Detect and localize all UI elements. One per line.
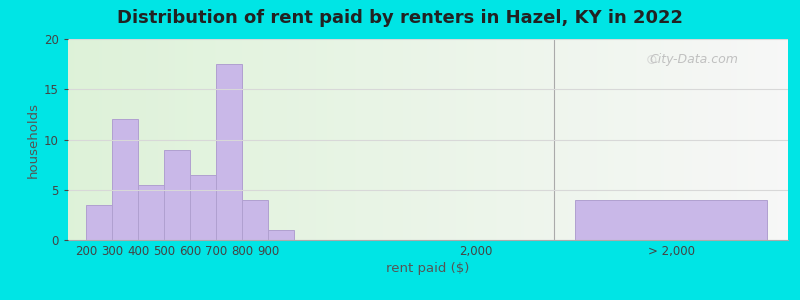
Text: City-Data.com: City-Data.com [650, 53, 739, 66]
Bar [190, 175, 216, 240]
Text: ⊙: ⊙ [646, 53, 657, 67]
Bar [164, 150, 190, 240]
X-axis label: rent paid ($): rent paid ($) [386, 262, 470, 275]
Bar [216, 64, 242, 240]
Bar [86, 205, 112, 240]
Bar [268, 230, 294, 240]
Bar [575, 200, 767, 240]
Text: Distribution of rent paid by renters in Hazel, KY in 2022: Distribution of rent paid by renters in … [117, 9, 683, 27]
Bar [242, 200, 268, 240]
Y-axis label: households: households [27, 101, 40, 178]
Bar [112, 119, 138, 240]
Bar [138, 185, 164, 240]
